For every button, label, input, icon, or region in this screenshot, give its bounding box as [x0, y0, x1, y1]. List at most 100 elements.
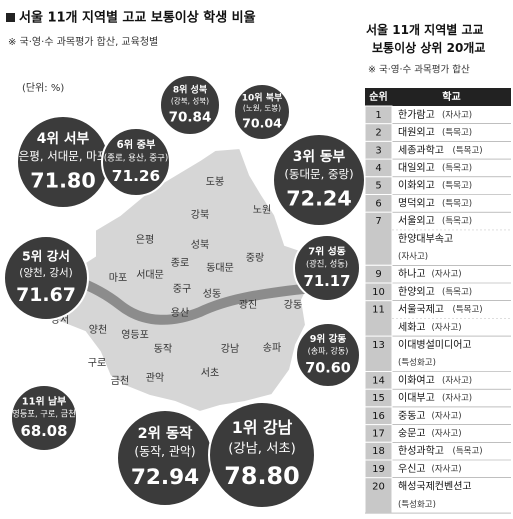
bubble-districts: (강북, 성북) [171, 95, 209, 105]
region-bubble [10, 384, 78, 452]
school-name: 서울외고 [398, 215, 435, 227]
school-type: (자사고) [432, 323, 462, 333]
rank: 14 [372, 375, 385, 386]
school-type: (자사고) [442, 376, 472, 386]
bubble-title: 1위 강남 [232, 418, 293, 437]
district-label: 마포 [109, 272, 127, 284]
district-label: 금천 [111, 375, 129, 387]
school-type: (자사고) [432, 270, 462, 280]
bubble-title: 2위 동작 [138, 424, 194, 442]
rank: 3 [375, 145, 381, 156]
district-label: 노원 [253, 204, 271, 216]
table-note: ※ 국·영·수 과목평가 합산 [368, 65, 470, 76]
bubble-districts: (송파, 강동) [308, 346, 349, 356]
school-name: 이대병설미디어고 [398, 339, 472, 351]
school-name: 이대부고 [398, 392, 435, 404]
school-type: (특성화고) [398, 500, 436, 510]
bubble-districts: (양천, 강서) [19, 267, 73, 279]
bubble-title: 10위 북부 [242, 92, 283, 104]
school-name: 하나고 [398, 267, 426, 280]
title-marker [6, 13, 15, 22]
bubble-value: 72.94 [131, 465, 199, 490]
table-title-line: 보통이상 상위 20개교 [372, 40, 485, 55]
school-type: (특목고) [453, 447, 483, 457]
school-type: (특목고) [442, 163, 472, 173]
bubble-value: 78.80 [224, 462, 299, 490]
bubble-value: 70.60 [305, 360, 351, 376]
rank: 17 [372, 428, 385, 439]
rank: 5 [375, 181, 381, 192]
rank-cell [364, 335, 393, 373]
school-type: (특목고) [442, 181, 472, 191]
bubble-districts: (동작, 관악) [134, 445, 195, 459]
bubble-value: 70.04 [242, 115, 282, 130]
bubble-title: 7위 성동 [308, 245, 346, 258]
bubble-districts: (동대문, 중랑) [284, 167, 353, 181]
region-bubble [159, 74, 221, 136]
school-type: (특성화고) [398, 358, 436, 368]
bubble-title: 8위 성북 [173, 84, 207, 96]
rank: 16 [372, 411, 385, 422]
bubble-districts: (종로, 용산, 중구) [104, 152, 168, 163]
school-name: 한성과학고 [398, 445, 444, 457]
column-header: 순위 [369, 90, 387, 103]
school-type: (특목고) [442, 217, 472, 227]
rank: 13 [372, 340, 385, 351]
region-bubble [3, 235, 89, 321]
school-type: (자사고) [398, 252, 428, 262]
district-label: 도봉 [206, 176, 224, 188]
bubble-value: 70.84 [169, 110, 212, 126]
district-label: 강동 [284, 299, 302, 311]
district-label: 관악 [146, 372, 164, 384]
school-name: 한가람고 [398, 108, 435, 121]
rank: 11 [372, 305, 385, 316]
bubble-value: 72.24 [286, 186, 351, 210]
school-type: (자사고) [432, 411, 462, 421]
district-label: 성북 [191, 239, 209, 251]
school-name: 해성국제컨벤션고 [398, 480, 472, 493]
unit: (단위: %) [22, 81, 64, 94]
rank: 19 [372, 464, 385, 475]
bubble-districts: (영등포, 구로, 금천) [9, 409, 79, 419]
school-type: (특목고) [453, 305, 483, 315]
rank: 4 [375, 163, 381, 174]
bubble-title: 6위 중부 [117, 138, 156, 151]
rank: 20 [372, 482, 385, 493]
district-label: 강남 [221, 343, 239, 355]
title: 서울 11개 지역별 고교 보통이상 학생 비율 [19, 10, 256, 26]
bubble-title: 4위 서부 [37, 131, 90, 147]
district-label: 양천 [89, 324, 107, 336]
district-label: 서대문 [136, 269, 164, 281]
district-label: 중구 [173, 283, 191, 295]
bubble-value: 71.67 [16, 284, 76, 306]
district-label: 성동 [203, 288, 221, 300]
district-label: 은평 [136, 234, 154, 246]
bubble-districts: (노원, 도봉) [243, 104, 281, 113]
school-name: 우신고 [398, 463, 426, 475]
school-name: 한양외고 [398, 286, 435, 298]
school-name: 이화외고 [398, 180, 435, 192]
school-type: (특목고) [453, 146, 483, 156]
rank: 18 [372, 446, 385, 457]
table-title-line: 서울 11개 지역별 고교 [366, 22, 484, 37]
school-name: 서울국제고 [398, 304, 444, 316]
school-name: 명덕외고 [398, 197, 435, 209]
region-bubble [101, 127, 171, 197]
district-label: 송파 [263, 342, 281, 354]
rank: 7 [375, 216, 381, 227]
school-type: (자사고) [432, 464, 462, 474]
rank: 10 [372, 287, 385, 298]
school-name: 세화고 [398, 321, 426, 333]
rank: 1 [375, 110, 381, 121]
school-type: (자사고) [442, 394, 472, 404]
region-bubble [233, 83, 291, 141]
district-label: 영등포 [121, 329, 149, 341]
rank: 6 [375, 198, 381, 209]
school-type: (특목고) [442, 128, 472, 138]
bubble-title: 3위 동부 [293, 149, 346, 165]
school-name: 한양대부속고 [398, 233, 453, 245]
school-name: 대원외고 [398, 127, 435, 139]
school-type: (자사고) [432, 429, 462, 439]
